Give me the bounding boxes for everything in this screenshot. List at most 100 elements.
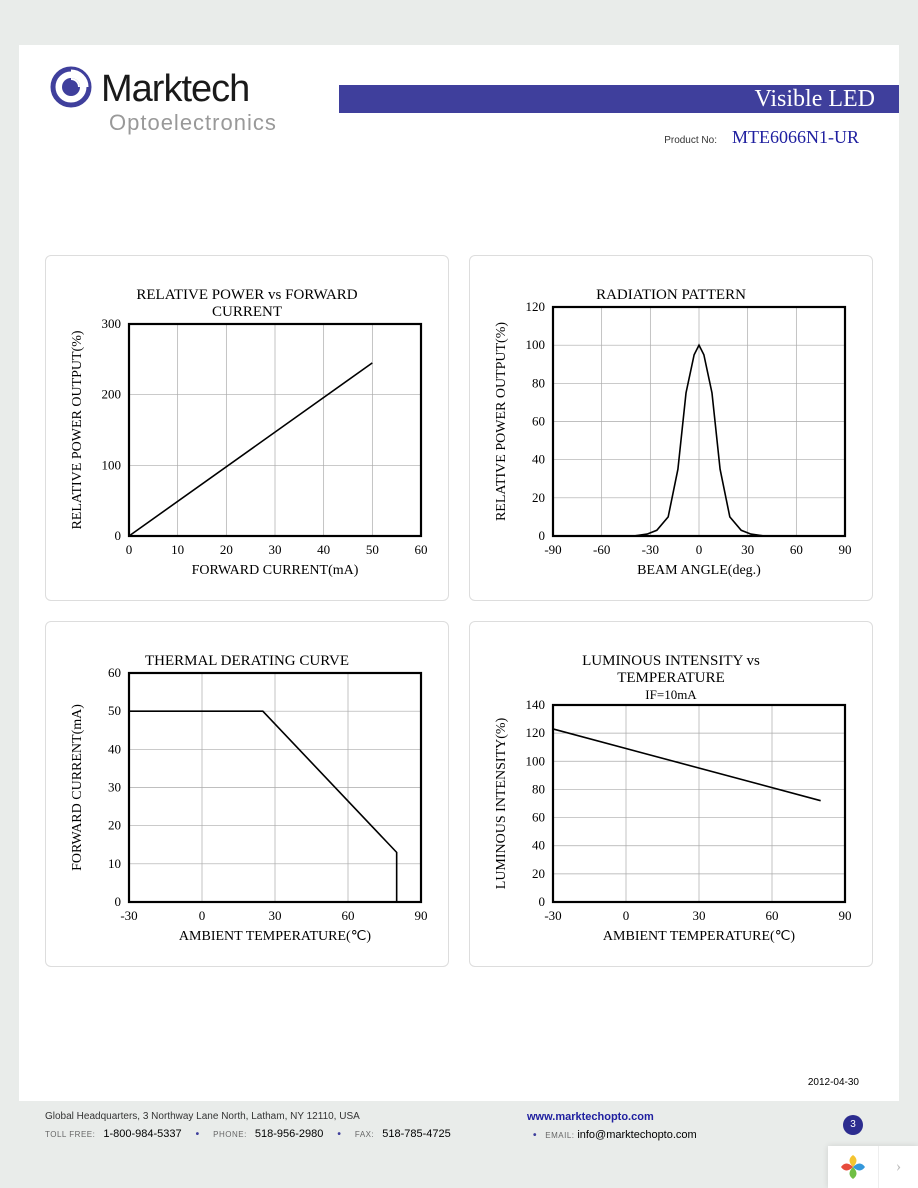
phone-value: 518-956-2980 bbox=[255, 1128, 324, 1140]
svg-text:20: 20 bbox=[532, 866, 545, 881]
svg-text:TEMPERATURE: TEMPERATURE bbox=[617, 670, 725, 686]
svg-text:FORWARD CURRENT(mA): FORWARD CURRENT(mA) bbox=[70, 704, 85, 871]
svg-text:IF=10mA: IF=10mA bbox=[645, 687, 697, 702]
email-label: EMAIL: bbox=[545, 1131, 574, 1140]
brand-subname: Optoelectronics bbox=[109, 110, 277, 136]
svg-text:LUMINOUS INTENSITY vs: LUMINOUS INTENSITY vs bbox=[582, 653, 760, 669]
svg-text:0: 0 bbox=[199, 908, 206, 923]
svg-text:10: 10 bbox=[108, 856, 121, 871]
svg-text:0: 0 bbox=[623, 908, 630, 923]
footer-url: www.marktechopto.com bbox=[527, 1111, 654, 1123]
tollfree-value: 1-800-984-5337 bbox=[103, 1128, 181, 1140]
footer-email-group: • EMAIL: info@marktechopto.com bbox=[527, 1129, 697, 1141]
separator-icon: • bbox=[337, 1129, 341, 1140]
chevron-right-icon[interactable]: › bbox=[878, 1146, 918, 1188]
svg-text:AMBIENT TEMPERATURE(℃): AMBIENT TEMPERATURE(℃) bbox=[603, 929, 795, 944]
svg-text:80: 80 bbox=[532, 781, 545, 796]
svg-text:50: 50 bbox=[108, 703, 121, 718]
chart-svg: RADIATION PATTERN-90-60-3003060900204060… bbox=[481, 274, 861, 584]
svg-text:80: 80 bbox=[532, 375, 545, 390]
svg-text:30: 30 bbox=[108, 780, 121, 795]
chart-thermal-derating: THERMAL DERATING CURVE-30030609001020304… bbox=[45, 621, 449, 967]
chart-radiation-pattern: RADIATION PATTERN-90-60-3003060900204060… bbox=[469, 255, 873, 601]
svg-text:100: 100 bbox=[526, 337, 546, 352]
separator-icon: • bbox=[196, 1129, 200, 1140]
header-category-bar: Visible LED bbox=[339, 85, 899, 113]
svg-text:200: 200 bbox=[102, 387, 122, 402]
page-footer: Global Headquarters, 3 Northway Lane Nor… bbox=[19, 1101, 899, 1163]
svg-text:10: 10 bbox=[171, 542, 184, 557]
svg-text:RADIATION PATTERN: RADIATION PATTERN bbox=[596, 287, 746, 303]
category-label: Visible LED bbox=[339, 85, 899, 113]
svg-text:60: 60 bbox=[532, 414, 545, 429]
viewer-widget[interactable]: › bbox=[828, 1146, 918, 1188]
svg-text:120: 120 bbox=[526, 299, 546, 314]
svg-text:-30: -30 bbox=[544, 908, 561, 923]
svg-text:-30: -30 bbox=[642, 542, 659, 557]
svg-text:50: 50 bbox=[366, 542, 379, 557]
email-value: info@marktechopto.com bbox=[577, 1129, 696, 1141]
svg-text:60: 60 bbox=[766, 908, 779, 923]
swirl-icon bbox=[49, 65, 93, 114]
svg-text:CURRENT: CURRENT bbox=[212, 304, 282, 320]
svg-text:20: 20 bbox=[220, 542, 233, 557]
svg-text:30: 30 bbox=[269, 908, 282, 923]
fax-value: 518-785-4725 bbox=[382, 1128, 451, 1140]
svg-text:100: 100 bbox=[526, 753, 546, 768]
svg-text:60: 60 bbox=[342, 908, 355, 923]
svg-text:90: 90 bbox=[839, 908, 852, 923]
svg-text:0: 0 bbox=[539, 894, 546, 909]
svg-text:BEAM ANGLE(deg.): BEAM ANGLE(deg.) bbox=[637, 563, 761, 578]
page-number-badge: 3 bbox=[843, 1115, 863, 1135]
svg-text:60: 60 bbox=[108, 665, 121, 680]
chart-svg: THERMAL DERATING CURVE-30030609001020304… bbox=[57, 640, 437, 950]
svg-text:40: 40 bbox=[317, 542, 330, 557]
svg-text:90: 90 bbox=[839, 542, 852, 557]
product-number-label: Product No: bbox=[664, 135, 717, 146]
chart-svg: LUMINOUS INTENSITY vsTEMPERATUREIF=10mA -… bbox=[481, 640, 861, 950]
charts-grid: RELATIVE POWER vs FORWARDCURRENT 0 10 20 30 4… bbox=[45, 255, 873, 967]
svg-text:20: 20 bbox=[108, 818, 121, 833]
svg-text:100: 100 bbox=[102, 457, 122, 472]
phone-label: PHONE: bbox=[213, 1130, 247, 1139]
tollfree-label: TOLL FREE: bbox=[45, 1130, 95, 1139]
svg-text:30: 30 bbox=[693, 908, 706, 923]
svg-text:-30: -30 bbox=[120, 908, 137, 923]
svg-text:0: 0 bbox=[539, 528, 546, 543]
fax-label: FAX: bbox=[355, 1130, 374, 1139]
svg-text:300: 300 bbox=[102, 316, 122, 331]
svg-text:RELATIVE POWER OUTPUT(%): RELATIVE POWER OUTPUT(%) bbox=[494, 322, 509, 521]
svg-text:0: 0 bbox=[126, 542, 133, 557]
svg-text:40: 40 bbox=[532, 838, 545, 853]
svg-text:20: 20 bbox=[532, 490, 545, 505]
revision-date: 2012-04-30 bbox=[808, 1077, 859, 1088]
svg-text:30: 30 bbox=[741, 542, 754, 557]
svg-text:RELATIVE POWER vs FORWARD: RELATIVE POWER vs FORWARD bbox=[136, 287, 357, 303]
footer-address: Global Headquarters, 3 Northway Lane Nor… bbox=[45, 1111, 873, 1122]
product-number-value: MTE6066N1-UR bbox=[732, 127, 859, 147]
chart-svg: RELATIVE POWER vs FORWARDCURRENT01020304… bbox=[57, 274, 437, 584]
svg-text:40: 40 bbox=[532, 452, 545, 467]
brand-logo: Marktech Optoelectronics bbox=[49, 65, 277, 136]
product-number-line: Product No: MTE6066N1-UR bbox=[664, 127, 859, 148]
svg-text:0: 0 bbox=[115, 894, 122, 909]
svg-text:FORWARD CURRENT(mA): FORWARD CURRENT(mA) bbox=[192, 563, 359, 578]
chart-luminous-intensity: LUMINOUS INTENSITY vsTEMPERATUREIF=10mA -… bbox=[469, 621, 873, 967]
datasheet-page: Marktech Optoelectronics Visible LED Pro… bbox=[19, 45, 899, 1163]
chart-relative-power: RELATIVE POWER vs FORWARDCURRENT01020304… bbox=[45, 255, 449, 601]
svg-text:RELATIVE POWER OUTPUT(%): RELATIVE POWER OUTPUT(%) bbox=[70, 330, 85, 529]
svg-text:120: 120 bbox=[526, 725, 546, 740]
svg-text:40: 40 bbox=[108, 741, 121, 756]
svg-text:-60: -60 bbox=[593, 542, 610, 557]
svg-text:-90: -90 bbox=[544, 542, 561, 557]
brand-name: Marktech bbox=[101, 68, 249, 111]
page-header: Marktech Optoelectronics Visible LED Pro… bbox=[19, 45, 899, 175]
svg-text:140: 140 bbox=[526, 697, 546, 712]
separator-icon: • bbox=[533, 1130, 537, 1141]
svg-text:0: 0 bbox=[115, 528, 122, 543]
svg-text:0: 0 bbox=[696, 542, 703, 557]
footer-contact-row: TOLL FREE: 1-800-984-5337 • PHONE: 518-9… bbox=[45, 1128, 873, 1140]
svg-text:AMBIENT TEMPERATURE(℃): AMBIENT TEMPERATURE(℃) bbox=[179, 929, 371, 944]
palette-icon[interactable] bbox=[828, 1146, 878, 1188]
svg-text:90: 90 bbox=[415, 908, 428, 923]
